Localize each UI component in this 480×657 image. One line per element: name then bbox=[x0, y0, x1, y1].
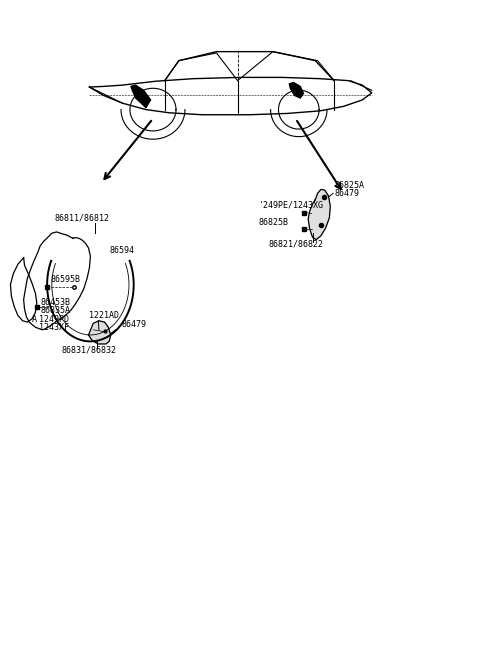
Text: 86594: 86594 bbox=[109, 246, 134, 254]
Text: 86821/86822: 86821/86822 bbox=[269, 239, 324, 248]
Text: 86479: 86479 bbox=[121, 320, 146, 329]
Text: 86595B: 86595B bbox=[51, 275, 81, 284]
Text: 1249PD: 1249PD bbox=[39, 315, 69, 324]
Polygon shape bbox=[289, 83, 303, 98]
Polygon shape bbox=[308, 189, 330, 240]
Polygon shape bbox=[131, 85, 151, 108]
Text: 86825A: 86825A bbox=[334, 181, 364, 190]
Text: 86835A: 86835A bbox=[40, 306, 70, 315]
Text: 86453B: 86453B bbox=[40, 298, 70, 307]
Text: 1221AD: 1221AD bbox=[89, 311, 120, 320]
Text: '249PE/1243XG: '249PE/1243XG bbox=[259, 200, 324, 210]
Text: 86479: 86479 bbox=[334, 189, 359, 198]
Text: 86831/86832: 86831/86832 bbox=[62, 346, 117, 355]
Text: A: A bbox=[32, 315, 37, 324]
Text: 1243XF: 1243XF bbox=[39, 323, 69, 332]
Text: 86825B: 86825B bbox=[259, 219, 289, 227]
Polygon shape bbox=[88, 321, 110, 344]
Text: 86811/86812: 86811/86812 bbox=[55, 214, 110, 222]
